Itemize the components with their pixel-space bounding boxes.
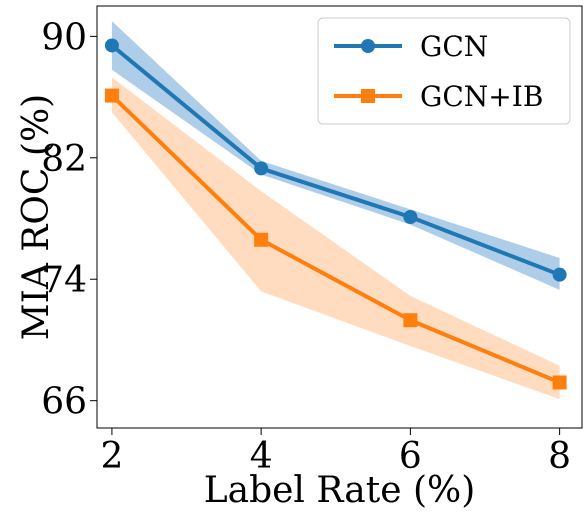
gcn-point-3 <box>403 210 418 224</box>
series-lines <box>110 43 561 385</box>
y-tick-label: 66 <box>41 382 87 423</box>
gcn-ib-point-1 <box>104 88 119 103</box>
x-tick-label: 6 <box>399 436 422 477</box>
gcn-ib-point-3 <box>403 313 418 328</box>
y-axis-ticks: 66 74 82 90 <box>41 17 97 423</box>
y-axis-label: MIA ROC (%) <box>16 94 57 340</box>
gcn-point-4 <box>552 267 567 282</box>
gcn-point-2 <box>254 161 269 176</box>
gcn-point-1 <box>104 38 119 53</box>
x-tick-label: 2 <box>100 436 123 477</box>
series-markers <box>104 38 567 390</box>
x-tick-label: 8 <box>548 436 571 477</box>
y-tick-label: 90 <box>41 17 87 58</box>
y-tick-label: 74 <box>41 260 87 301</box>
confidence-bands <box>111 21 560 400</box>
band-gcn-ib <box>111 77 560 400</box>
y-tick-label: 82 <box>41 139 87 180</box>
x-axis-ticks: 2 4 6 8 <box>100 428 571 477</box>
band-gcn <box>111 21 560 290</box>
legend-marker-gcn <box>361 39 375 53</box>
plot-frame <box>96 5 583 429</box>
legend-marker-gcn-ib <box>361 89 375 103</box>
line-gcn-ib <box>110 94 561 385</box>
legend-label-gcn-ib: GCN+IB <box>420 80 543 113</box>
gcn-ib-point-2 <box>254 232 269 247</box>
x-tick-label: 4 <box>250 436 273 477</box>
legend-label-gcn: GCN <box>420 30 488 63</box>
line-gcn <box>110 43 561 277</box>
x-axis-label: Label Rate (%) <box>204 470 476 511</box>
legend: GCN GCN+IB <box>317 17 571 125</box>
gcn-ib-point-4 <box>552 375 567 390</box>
